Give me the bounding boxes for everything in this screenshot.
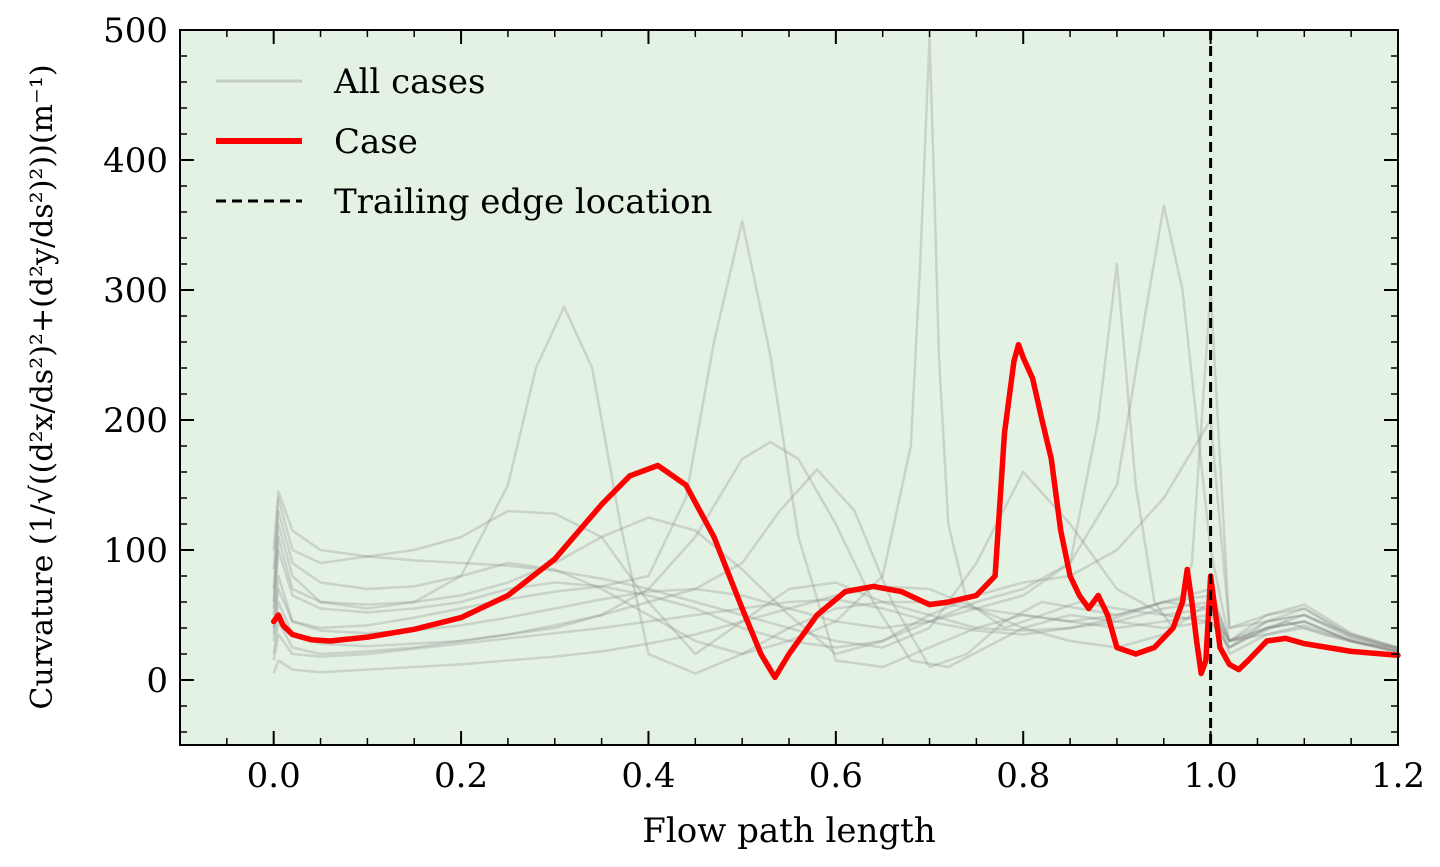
x-tick-label: 0.2: [434, 756, 488, 796]
case-line-layer: [270, 341, 1401, 681]
y-tick-label: 300: [103, 271, 168, 311]
y-tick-label: 0: [146, 661, 168, 701]
y-tick-labels: 0 100 200 300 400 500: [103, 11, 168, 701]
x-tick-labels: 0.0 0.2 0.4 0.6 0.8 1.0 1.2: [247, 756, 1425, 796]
x-tick-label: 0.0: [247, 756, 301, 796]
x-tick-label: 0.8: [996, 756, 1050, 796]
all-cases-line: [272, 35, 1399, 656]
legend: All cases Case Trailing edge location: [216, 62, 712, 222]
axis-ticks: [179, 29, 1399, 745]
x-axis-title: Flow path length: [642, 811, 935, 851]
y-tick-label: 200: [103, 401, 168, 441]
legend-trailing-edge-label: Trailing edge location: [334, 182, 712, 222]
all-cases-line: [272, 440, 1399, 669]
all-cases-line: [272, 204, 1399, 652]
all-cases-line: [272, 594, 1399, 661]
y-tick-label: 400: [103, 141, 168, 181]
x-tick-label: 1.0: [1184, 756, 1238, 796]
case-line: [270, 341, 1401, 681]
all-cases-line: [272, 496, 1399, 656]
x-tick-label: 1.2: [1371, 756, 1425, 796]
x-tick-label: 0.4: [621, 756, 675, 796]
y-tick-label: 500: [103, 11, 168, 51]
x-tick-label: 0.6: [809, 756, 863, 796]
legend-case-label: Case: [334, 122, 418, 162]
all-cases-line: [272, 418, 1399, 656]
y-axis-title: Curvature (1/√((d²x/ds²)²+(d²y/ds²)²))(m…: [25, 64, 60, 709]
legend-all-cases-label: All cases: [333, 62, 485, 102]
y-tick-label: 100: [103, 531, 168, 571]
